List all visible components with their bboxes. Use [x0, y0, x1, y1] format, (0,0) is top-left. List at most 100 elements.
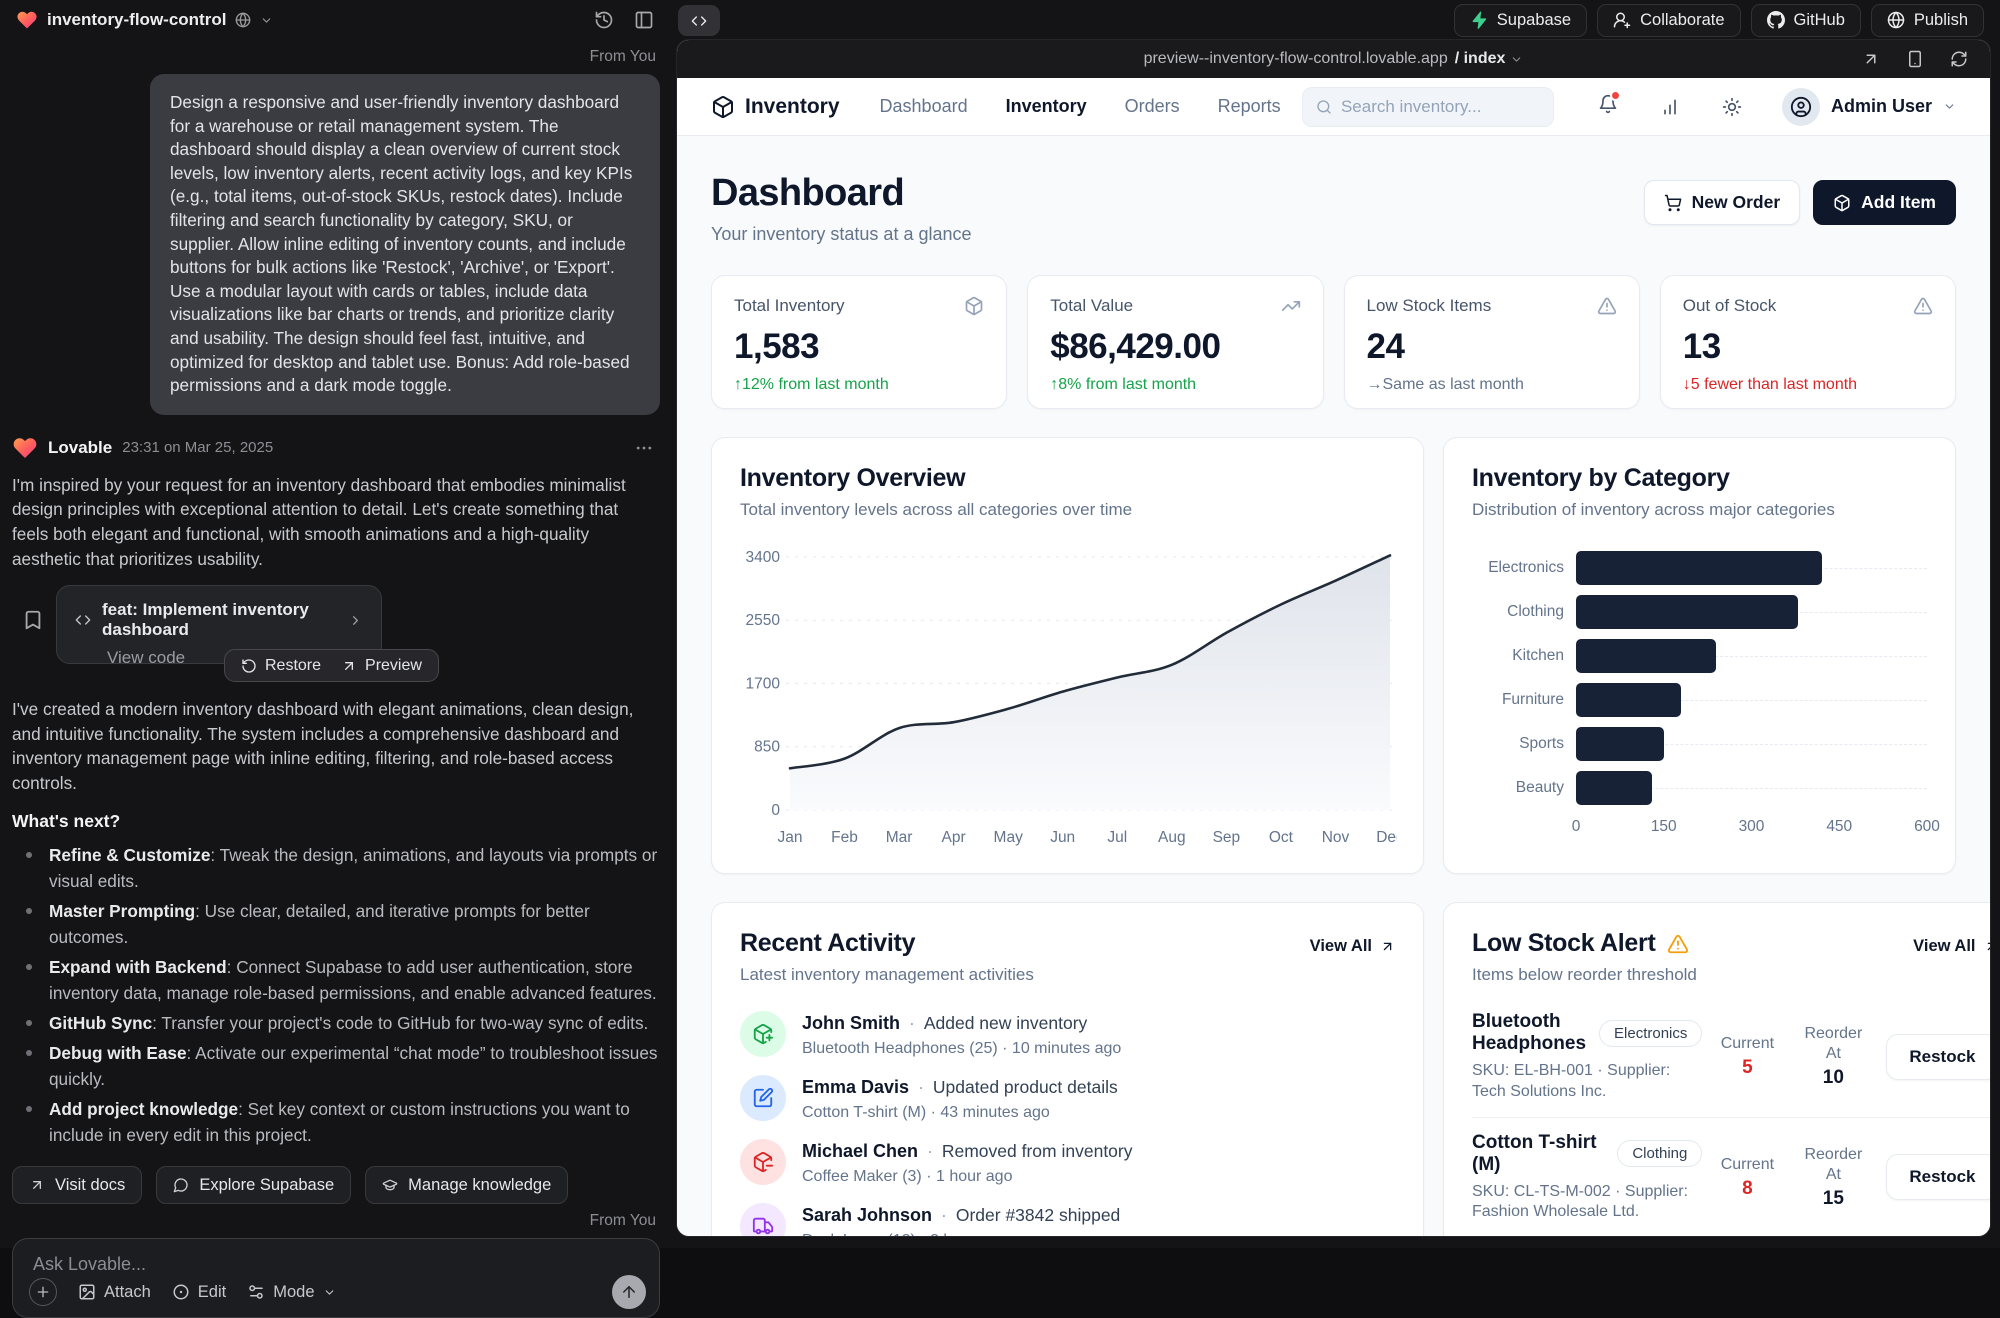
chat-input-toolbar: Attach Edit Mode	[29, 1275, 646, 1310]
manage-knowledge-button[interactable]: Manage knowledge	[365, 1166, 569, 1205]
recent-activity-card: Recent Activity Latest inventory managem…	[711, 902, 1424, 1236]
graduation-cap-icon	[382, 1177, 398, 1193]
attach-button[interactable]: Attach	[78, 1283, 151, 1302]
restock-button[interactable]: Restock	[1886, 1154, 1990, 1201]
view-code-link[interactable]: View code	[107, 648, 186, 668]
mobile-view-icon[interactable]	[1906, 50, 1924, 68]
activity-user: John Smith	[802, 1013, 900, 1033]
category-badge: Electronics	[1599, 1019, 1703, 1047]
chat-quick-actions: Visit docs Explore Supabase Manage knowled…	[12, 1166, 660, 1205]
svg-text:Feb: Feb	[831, 829, 858, 846]
target-icon	[172, 1283, 190, 1301]
warning-icon	[1667, 933, 1689, 955]
mode-selector[interactable]: Mode	[247, 1283, 335, 1302]
header-icons	[1598, 90, 1742, 119]
notifications-button[interactable]	[1598, 90, 1621, 119]
app-brand[interactable]: Inventory	[711, 95, 840, 119]
svg-text:Dec: Dec	[1376, 829, 1397, 846]
nav-dashboard[interactable]: Dashboard	[879, 96, 968, 116]
github-icon	[1766, 11, 1785, 29]
preview-url[interactable]: preview--inventory-flow-control.lovable.…	[1143, 50, 1448, 67]
chart-title: Inventory Overview	[740, 464, 966, 492]
add-item-button[interactable]: Add Item	[1813, 180, 1956, 225]
cart-icon	[1664, 194, 1682, 212]
list-item: GitHub Sync: Transfer your project's cod…	[12, 1010, 660, 1036]
nav-orders[interactable]: Orders	[1124, 96, 1180, 116]
whats-next-heading: What's next?	[12, 811, 121, 832]
axis-tick: 150	[1650, 818, 1677, 835]
chat-input[interactable]: Ask Lovable... Attach Edit Mode	[12, 1238, 660, 1318]
topbar-github-button[interactable]: GitHub	[1750, 3, 1861, 37]
arrow-up-right-icon	[1984, 939, 1990, 954]
add-button[interactable]	[29, 1278, 57, 1307]
assistant-summary-text: I've created a modern inventory dashboar…	[12, 699, 634, 793]
list-item: Expand with Backend: Connect Supabase to…	[12, 954, 660, 1006]
send-button[interactable]	[612, 1275, 646, 1310]
open-external-icon[interactable]	[1862, 50, 1880, 68]
kpi-delta: ↓5 fewer than last month	[1682, 376, 1858, 393]
bookmark-icon[interactable]	[22, 609, 44, 631]
dark-mode-toggle-icon[interactable]	[1722, 97, 1742, 117]
svg-text:Jan: Jan	[778, 829, 803, 846]
user-menu[interactable]: Admin User	[1781, 87, 1956, 126]
explore-supabase-button[interactable]: Explore Supabase	[156, 1166, 352, 1205]
new-order-button[interactable]: New Order	[1643, 180, 1801, 225]
kpi-card: Total Value $86,429.00 ↑8% from last mon…	[1027, 275, 1324, 409]
topbar-publish-button[interactable]: Publish	[1870, 3, 1984, 37]
nav-inventory[interactable]: Inventory	[1005, 96, 1087, 116]
list-item: Debug with Ease: Activate our experiment…	[12, 1040, 660, 1092]
project-menu[interactable]: inventory-flow-control	[16, 9, 273, 31]
topbar-collaborate-button[interactable]: Collaborate	[1597, 3, 1741, 37]
activity-detail: Coffee Maker (3) · 1 hour ago	[802, 1168, 1013, 1185]
visit-docs-button[interactable]: Visit docs	[12, 1166, 143, 1205]
message-timestamp: 23:31 on Mar 25, 2025	[122, 439, 274, 457]
chevron-down-icon[interactable]	[260, 14, 273, 27]
refresh-icon[interactable]	[1950, 50, 1968, 68]
history-icon[interactable]	[594, 10, 614, 30]
search-input[interactable]	[1340, 96, 1540, 117]
kpi-label: Low Stock Items	[1366, 296, 1492, 315]
axis-tick: 0	[1571, 818, 1581, 835]
chevron-down-icon[interactable]	[1510, 53, 1523, 66]
sliders-icon	[247, 1283, 265, 1301]
restock-button[interactable]: Restock	[1886, 1033, 1990, 1080]
axis-tick: 600	[1914, 818, 1940, 835]
from-you-label: From You	[589, 1212, 656, 1230]
bar-row: Electronics	[1472, 546, 1927, 590]
search-box[interactable]	[1301, 86, 1554, 127]
kpi-label: Out of Stock	[1682, 296, 1777, 315]
chart-title: Inventory by Category	[1472, 464, 1730, 492]
nav-reports[interactable]: Reports	[1217, 96, 1281, 116]
activity-action: Removed from inventory	[941, 1141, 1133, 1161]
item-sku: SKU: CL-TS-M-002 · Supplier: Fashion Who…	[1472, 1182, 1689, 1221]
edit-button[interactable]: Edit	[172, 1283, 226, 1302]
preview-button[interactable]: Preview	[341, 657, 422, 675]
bar-category-label: Electronics	[1488, 559, 1564, 576]
commit-block: feat: Implement inventory dashboard View…	[12, 585, 660, 685]
kpi-value: 13	[1682, 327, 1721, 366]
truck-icon	[752, 1215, 774, 1236]
view-all-activity-link[interactable]: View All	[1310, 937, 1395, 956]
topbar-supabase-button[interactable]: Supabase	[1453, 3, 1588, 37]
alert-triangle-icon	[1597, 296, 1617, 316]
page-title: Dashboard	[711, 172, 905, 214]
analytics-icon[interactable]	[1660, 97, 1680, 117]
view-all-low-stock-link[interactable]: View All	[1913, 937, 1990, 956]
version-actions: Restore Preview	[224, 649, 439, 683]
code-view-toggle[interactable]	[678, 5, 720, 36]
item-name: Cotton T-shirt (M)	[1472, 1131, 1597, 1175]
kpi-card: Out of Stock 13 ↓5 fewer than last month	[1659, 275, 1956, 409]
message-menu-icon[interactable]	[634, 438, 654, 458]
restore-button[interactable]: Restore	[241, 657, 321, 675]
reorder-stat: Reorder At 15	[1804, 1145, 1863, 1209]
activity-user: Emma Davis	[802, 1077, 910, 1097]
list-item: Add project knowledge: Set key context o…	[12, 1096, 660, 1148]
activity-user: Michael Chen	[802, 1141, 919, 1161]
activity-item: John Smith · Added new inventory Bluetooth…	[740, 1011, 1395, 1058]
low-stock-row: Cotton T-shirt (M) Clothing SKU: CL-TS-M-…	[1472, 1116, 1990, 1236]
alert-triangle-icon	[1913, 296, 1933, 316]
bell-icon	[1598, 94, 1618, 114]
bar-electronics	[1576, 551, 1822, 585]
sidebar-toggle-icon[interactable]	[634, 10, 654, 30]
preview-path[interactable]: / index	[1454, 50, 1506, 67]
